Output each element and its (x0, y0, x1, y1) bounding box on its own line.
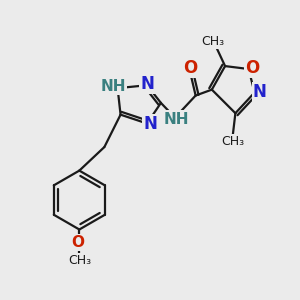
Text: N: N (253, 83, 267, 101)
Text: O: O (71, 235, 84, 250)
Text: CH₃: CH₃ (68, 254, 91, 267)
Text: CH₃: CH₃ (202, 34, 225, 48)
Text: N: N (141, 75, 154, 93)
Text: N: N (144, 115, 158, 133)
Text: O: O (245, 58, 259, 76)
Text: NH: NH (164, 112, 189, 127)
Text: NH: NH (100, 79, 126, 94)
Text: O: O (183, 58, 197, 76)
Text: CH₃: CH₃ (221, 135, 244, 148)
